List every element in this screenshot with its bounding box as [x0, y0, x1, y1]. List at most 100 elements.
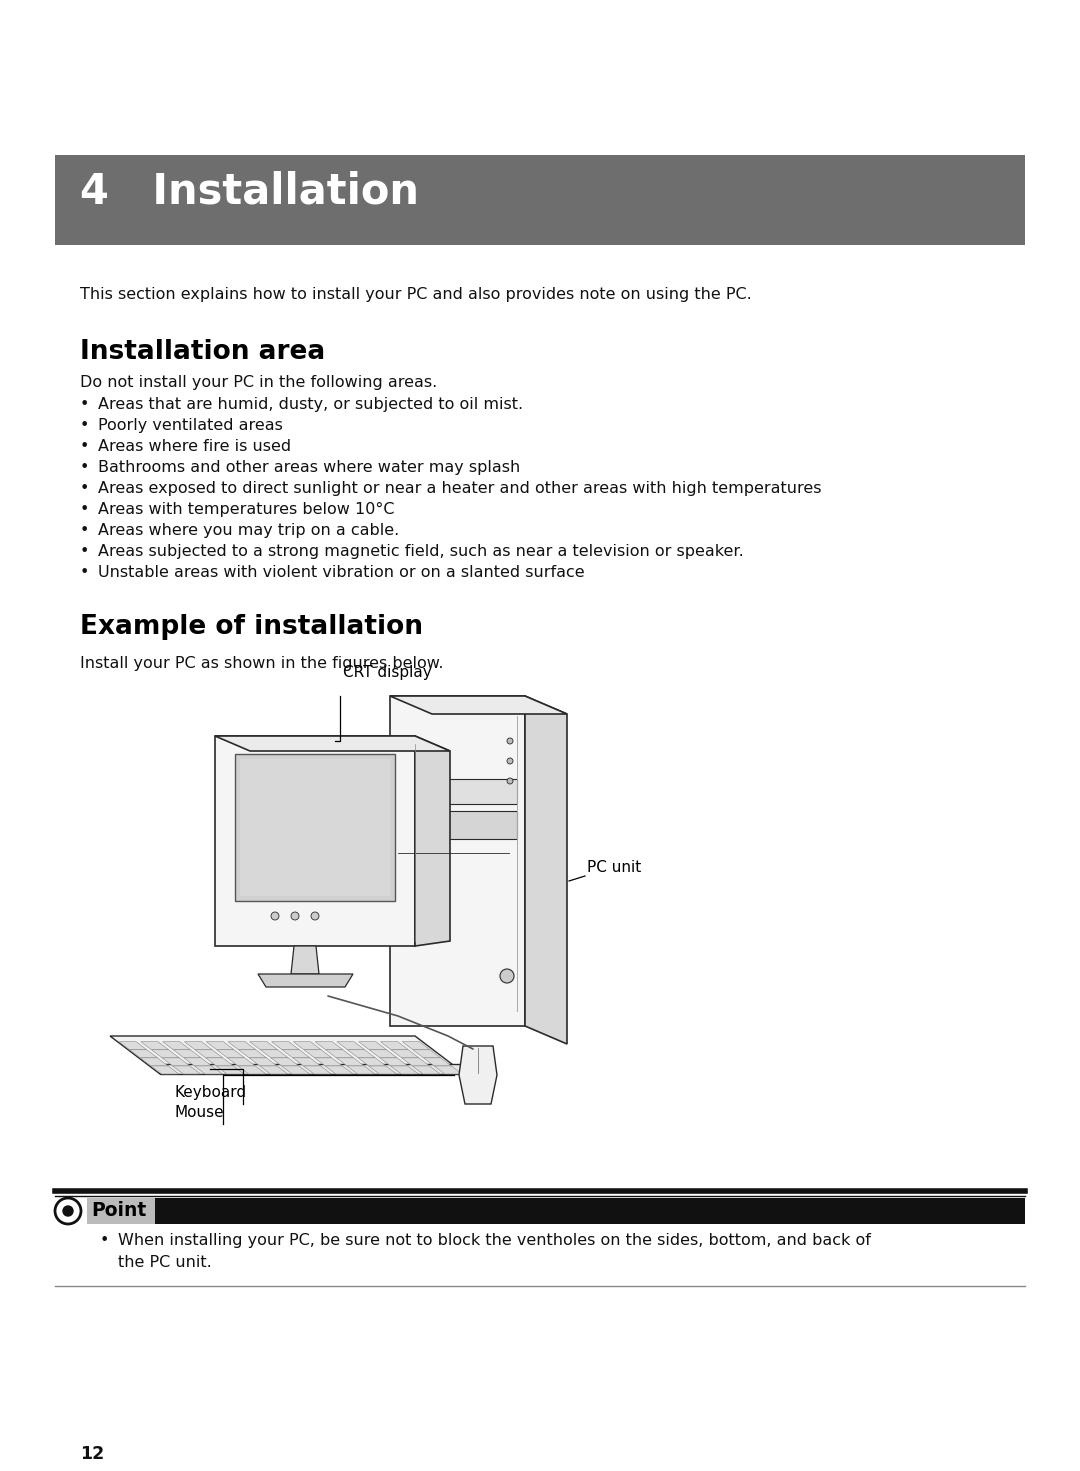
Polygon shape [325, 1066, 353, 1074]
Text: Areas where you may trip on a cable.: Areas where you may trip on a cable. [98, 524, 400, 538]
Text: Point: Point [91, 1200, 146, 1219]
Polygon shape [402, 1041, 430, 1050]
Text: 4   Installation: 4 Installation [80, 171, 419, 212]
Polygon shape [194, 1066, 222, 1074]
Polygon shape [173, 1066, 201, 1074]
Polygon shape [282, 1050, 310, 1058]
Text: This section explains how to install your PC and also provides note on using the: This section explains how to install you… [80, 287, 752, 302]
Polygon shape [391, 1050, 419, 1058]
Polygon shape [402, 1058, 430, 1066]
Polygon shape [140, 1041, 168, 1050]
Text: Areas exposed to direct sunlight or near a heater and other areas with high temp: Areas exposed to direct sunlight or near… [98, 481, 822, 496]
Polygon shape [184, 1058, 212, 1066]
Polygon shape [110, 1036, 465, 1074]
Polygon shape [294, 1041, 321, 1050]
Text: Keyboard: Keyboard [175, 1086, 247, 1100]
Circle shape [63, 1206, 73, 1217]
Polygon shape [260, 1066, 287, 1074]
Polygon shape [391, 1066, 418, 1074]
Text: Unstable areas with violent vibration or on a slanted surface: Unstable areas with violent vibration or… [98, 565, 584, 580]
Polygon shape [217, 1050, 245, 1058]
Text: Areas that are humid, dusty, or subjected to oil mist.: Areas that are humid, dusty, or subjecte… [98, 397, 523, 412]
Polygon shape [413, 1050, 441, 1058]
Polygon shape [415, 736, 450, 946]
Polygon shape [140, 1058, 168, 1066]
Text: •: • [80, 524, 90, 538]
Polygon shape [151, 1050, 179, 1058]
Bar [87, 1197, 156, 1224]
Bar [235, 755, 395, 902]
Polygon shape [216, 1066, 244, 1074]
Text: Mouse: Mouse [175, 1105, 225, 1119]
Circle shape [311, 912, 319, 919]
Polygon shape [239, 1050, 267, 1058]
Polygon shape [347, 1066, 375, 1074]
Polygon shape [195, 1050, 222, 1058]
Polygon shape [151, 1066, 178, 1074]
Polygon shape [215, 736, 450, 752]
Text: CRT display: CRT display [343, 665, 432, 680]
Polygon shape [249, 1058, 278, 1066]
Text: •: • [80, 418, 90, 432]
Polygon shape [525, 696, 567, 1044]
Polygon shape [337, 1041, 365, 1050]
Circle shape [291, 912, 299, 919]
Polygon shape [459, 1046, 497, 1105]
Text: Areas with temperatures below 10°C: Areas with temperatures below 10°C [98, 502, 394, 516]
Text: Example of installation: Example of installation [80, 613, 423, 640]
Polygon shape [173, 1050, 201, 1058]
Bar [156, 1197, 1025, 1224]
Bar [399, 811, 517, 838]
Text: Installation area: Installation area [80, 338, 325, 365]
Text: When installing your PC, be sure not to block the ventholes on the sides, bottom: When installing your PC, be sure not to … [118, 1233, 870, 1269]
Polygon shape [291, 946, 319, 974]
Polygon shape [162, 1058, 190, 1066]
Polygon shape [423, 1058, 451, 1066]
Text: •: • [80, 565, 90, 580]
Text: PC unit: PC unit [588, 861, 642, 875]
Polygon shape [260, 1050, 288, 1058]
Polygon shape [271, 1058, 299, 1066]
Polygon shape [368, 1066, 396, 1074]
Polygon shape [380, 1058, 408, 1066]
Polygon shape [215, 736, 415, 946]
Polygon shape [315, 1041, 343, 1050]
Polygon shape [130, 1050, 158, 1058]
Text: Install your PC as shown in the figures below.: Install your PC as shown in the figures … [80, 656, 444, 671]
Bar [55, 154, 1025, 246]
Polygon shape [303, 1050, 332, 1058]
Text: Poorly ventilated areas: Poorly ventilated areas [98, 418, 283, 432]
Text: Bathrooms and other areas where water may splash: Bathrooms and other areas where water ma… [98, 460, 521, 475]
Polygon shape [380, 1041, 408, 1050]
Circle shape [507, 778, 513, 784]
Polygon shape [359, 1058, 386, 1066]
Polygon shape [390, 696, 567, 713]
Circle shape [507, 738, 513, 744]
Polygon shape [271, 1041, 299, 1050]
Polygon shape [369, 1050, 397, 1058]
Bar [399, 780, 517, 805]
Text: Areas where fire is used: Areas where fire is used [98, 438, 292, 455]
Bar [240, 759, 390, 896]
Circle shape [271, 912, 279, 919]
Polygon shape [336, 1058, 364, 1066]
Text: •: • [80, 502, 90, 516]
Text: •: • [80, 460, 90, 475]
Polygon shape [413, 1066, 441, 1074]
Polygon shape [160, 1064, 465, 1074]
Polygon shape [206, 1041, 234, 1050]
Polygon shape [228, 1058, 255, 1066]
Polygon shape [238, 1066, 266, 1074]
Text: •: • [80, 397, 90, 412]
Polygon shape [228, 1041, 256, 1050]
Text: Areas subjected to a strong magnetic field, such as near a television or speaker: Areas subjected to a strong magnetic fie… [98, 544, 744, 559]
Polygon shape [390, 696, 525, 1025]
Polygon shape [205, 1058, 233, 1066]
Polygon shape [359, 1041, 387, 1050]
Polygon shape [163, 1041, 190, 1050]
Polygon shape [282, 1066, 310, 1074]
Text: Do not install your PC in the following areas.: Do not install your PC in the following … [80, 375, 437, 390]
Polygon shape [434, 1066, 462, 1074]
Polygon shape [348, 1050, 376, 1058]
Polygon shape [326, 1050, 353, 1058]
